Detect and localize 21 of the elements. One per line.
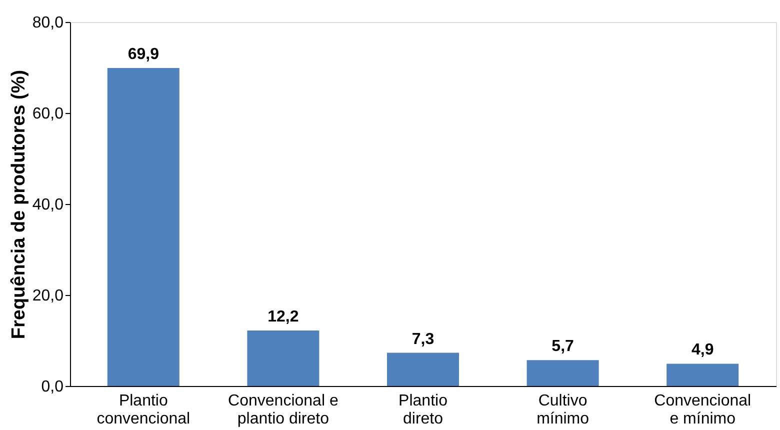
- data-label: 7,3: [412, 330, 434, 348]
- bar: [387, 352, 459, 386]
- data-label: 12,2: [268, 308, 299, 326]
- y-tick-label: 80,0: [32, 14, 64, 32]
- y-tick-label: 20,0: [32, 288, 64, 304]
- y-tick-label: 60,0: [32, 106, 64, 122]
- y-tick-label: 0,0: [41, 378, 64, 396]
- bar: [107, 68, 180, 386]
- data-label: 69,9: [128, 46, 160, 63]
- bar: [666, 364, 739, 386]
- data-label: 4,9: [691, 342, 714, 359]
- x-tick-label: Plantio convencional: [96, 392, 190, 428]
- y-tick-label: 40,0: [32, 196, 64, 214]
- y-axis-title: Frequência de produtores (%): [8, 70, 30, 340]
- data-label: 5,7: [552, 338, 574, 356]
- bar: [247, 330, 320, 386]
- bar: [526, 360, 599, 386]
- x-tick-label: Convencional e mínimo: [654, 392, 752, 428]
- x-tick-label: Cultivo mínimo: [536, 392, 590, 428]
- x-tick-label: Convencional e plantio direto: [228, 392, 338, 428]
- x-tick-label: Plantio direto: [398, 392, 448, 428]
